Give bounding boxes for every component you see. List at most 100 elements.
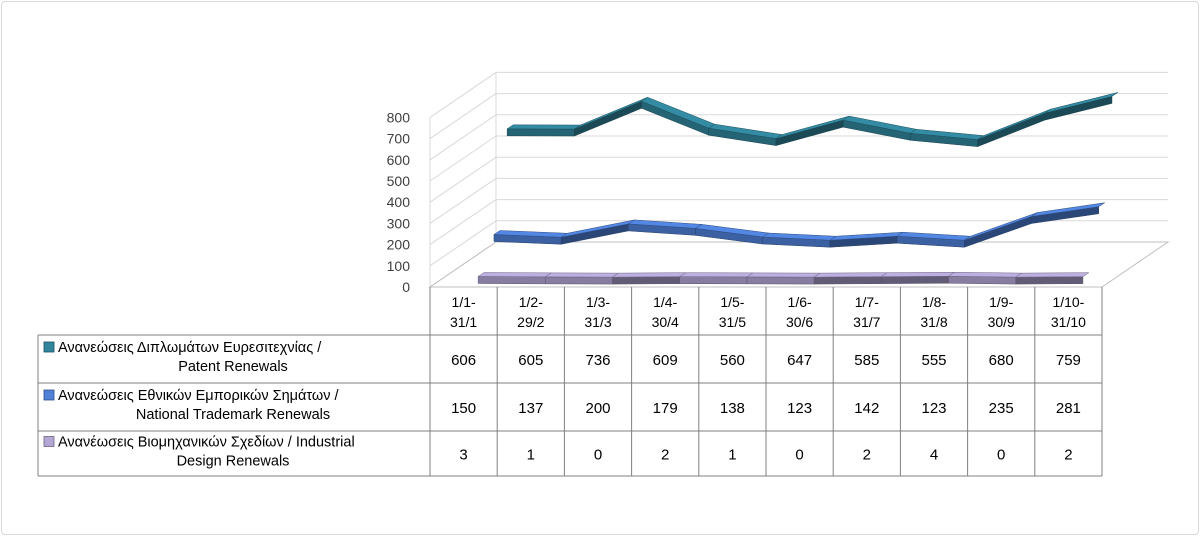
- series-segment: [813, 276, 882, 285]
- series-segment: [881, 276, 949, 284]
- series-segment-top: [1031, 202, 1105, 217]
- legend-swatch: [43, 436, 55, 447]
- category-label: 1/9-: [989, 294, 1013, 310]
- category-label: 1/8-: [922, 294, 946, 310]
- category-label: 30/9: [988, 314, 1015, 330]
- data-value: 235: [989, 400, 1014, 417]
- series-2: [493, 202, 1105, 248]
- data-value: 609: [653, 352, 678, 369]
- legend-swatch: [43, 389, 55, 401]
- series-1: [506, 92, 1119, 148]
- series-segment: [477, 276, 546, 285]
- data-value: 736: [585, 352, 610, 369]
- data-value: 759: [1056, 352, 1081, 369]
- data-value: 560: [720, 352, 745, 369]
- category-label: 31/5: [719, 314, 746, 330]
- series-segment-top: [544, 272, 620, 278]
- series-segment: [574, 100, 642, 137]
- category-label: 31/3: [584, 314, 611, 330]
- data-value: 3: [459, 447, 467, 464]
- data-value: 137: [518, 400, 543, 417]
- y-tick-label: 700: [387, 131, 411, 147]
- data-value: 0: [795, 447, 803, 464]
- wall-gridline: [429, 135, 497, 182]
- data-value: 2: [661, 447, 669, 464]
- category-label: 1/7-: [855, 294, 879, 310]
- floor: [428, 241, 1170, 288]
- category-label: 1/3-: [586, 294, 610, 310]
- y-tick-label: 0: [402, 279, 410, 295]
- data-value: 200: [585, 400, 610, 417]
- series-segment-top: [1014, 272, 1090, 278]
- series-segment-top: [477, 272, 553, 278]
- series-segment-top: [977, 108, 1051, 140]
- data-value: 4: [930, 447, 938, 464]
- data-value: 0: [594, 447, 602, 464]
- series-segment-top: [947, 272, 1023, 278]
- legend-label: Design Renewals: [177, 454, 290, 470]
- data-value: 555: [921, 352, 946, 369]
- series-segment: [612, 276, 680, 285]
- y-tick-label: 800: [387, 109, 411, 125]
- y-tick-label: 100: [387, 258, 411, 274]
- data-value: 2: [1064, 447, 1072, 464]
- category-label: 1/5-: [720, 294, 744, 310]
- legend-label: Ανανεώσεις Διπλωμάτων Ευρεσιτεχνίας /: [58, 340, 322, 356]
- y-tick-label: 200: [387, 237, 411, 253]
- series-segment: [506, 128, 575, 137]
- series-segment: [1015, 276, 1084, 285]
- wall-gridline: [429, 220, 497, 267]
- data-value: 2: [863, 447, 871, 464]
- data-value: 281: [1056, 400, 1081, 417]
- series-segment-top: [746, 272, 821, 278]
- data-value: 1: [728, 447, 736, 464]
- category-label: 31/8: [920, 314, 947, 330]
- data-value: 123: [921, 400, 946, 417]
- series-segment: [977, 112, 1046, 148]
- category-label: 30/4: [652, 314, 679, 330]
- y-tick-label: 600: [387, 152, 411, 168]
- data-value: 680: [989, 352, 1014, 369]
- category-label: 1/2-: [519, 294, 543, 310]
- category-label: 31/1: [450, 314, 477, 330]
- series-segment: [545, 276, 613, 285]
- legend-swatch: [43, 341, 55, 353]
- legend-label: Ανανεώσεις Εθνικών Εμπορικών Σημάτων /: [58, 388, 340, 404]
- category-label: 1/1-: [452, 294, 476, 310]
- series-segment: [679, 276, 748, 285]
- series-3: [477, 271, 1090, 285]
- category-label: 1/6-: [788, 294, 812, 310]
- data-value: 605: [518, 352, 543, 369]
- data-value: 606: [451, 352, 476, 369]
- data-value: 138: [720, 400, 745, 417]
- y-tick-label: 500: [387, 173, 411, 189]
- category-label: 1/4-: [653, 294, 677, 310]
- series-segment: [948, 275, 1016, 285]
- data-value: 150: [451, 400, 476, 417]
- category-label: 31/7: [853, 314, 880, 330]
- gridlines: [428, 71, 1170, 288]
- data-value: 647: [787, 352, 812, 369]
- wall-gridline: [429, 93, 497, 140]
- series-segment: [746, 276, 815, 285]
- category-label: 29/2: [517, 314, 544, 330]
- series-segment-top: [678, 272, 754, 278]
- series-segment-top: [964, 212, 1038, 241]
- y-tick-label: 300: [387, 215, 411, 231]
- series-segment: [775, 119, 844, 146]
- wall-gridline: [429, 177, 497, 224]
- data-value: 0: [997, 447, 1005, 464]
- wall-gridline: [429, 114, 497, 161]
- series-segment-top: [880, 271, 956, 277]
- y-tick-label: 400: [387, 194, 411, 210]
- category-label: 30/6: [786, 314, 813, 330]
- legend-label: Patent Renewals: [178, 359, 288, 375]
- series-segment-top: [611, 272, 687, 278]
- data-table: [37, 287, 1103, 477]
- data-value: 142: [854, 400, 879, 417]
- data-value: 585: [854, 352, 879, 369]
- category-label: 31/10: [1051, 314, 1086, 330]
- legend-label: Ανανέωσεις Βιομηχανικών Σχεδίων / Indust…: [58, 435, 355, 451]
